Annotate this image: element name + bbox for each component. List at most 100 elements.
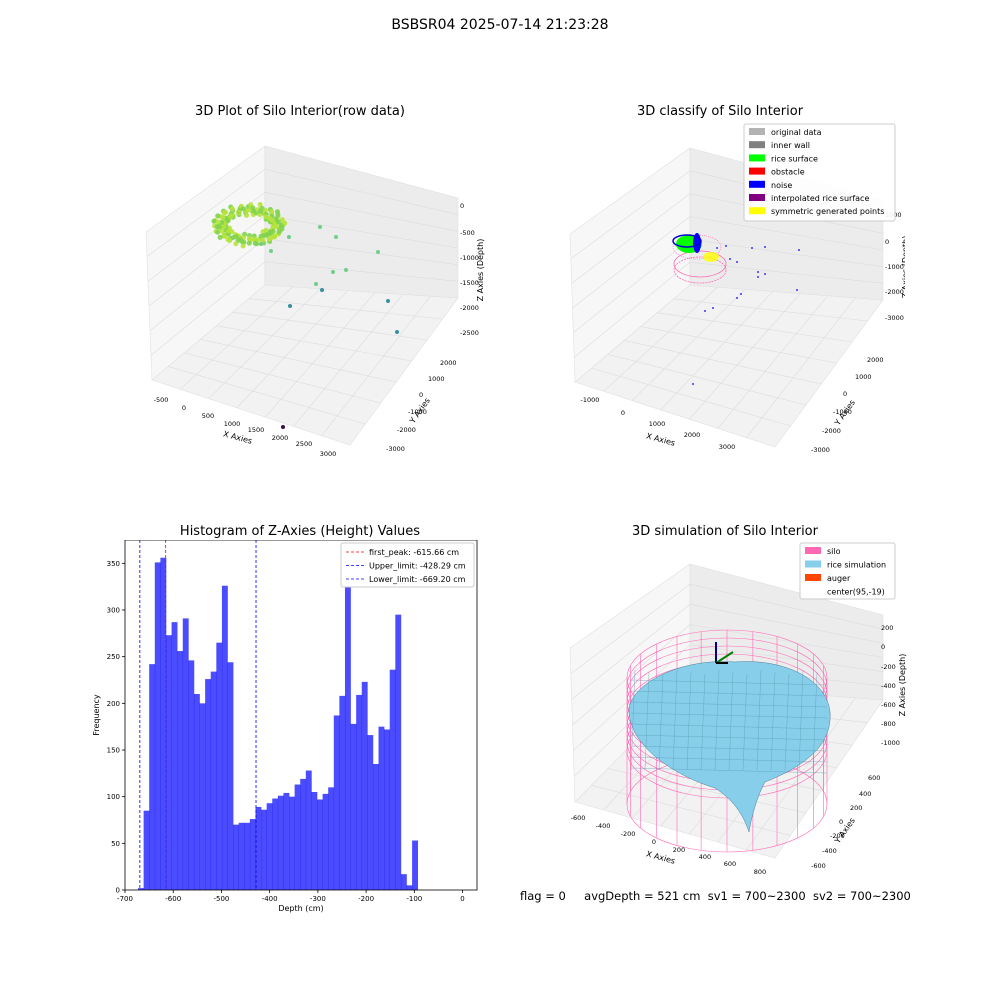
x-tick-label: -100	[406, 895, 422, 903]
y-tick-label: -200	[830, 832, 845, 840]
raw-point	[240, 206, 246, 212]
grid-line	[673, 298, 868, 322]
raw-data-3d-plot[interactable]: -500 0 500 1000 1500 2000 2500 3000 2000 1000 0 -10…	[140, 140, 485, 460]
raw-point	[251, 236, 257, 242]
grid-line	[232, 311, 428, 341]
histogram-y-axis: 0 50 100 150 200 250 300 350	[107, 560, 125, 895]
histogram-bar	[238, 822, 245, 890]
silo-ring-bottom	[673, 256, 727, 284]
raw-point	[275, 212, 281, 218]
z-tick-label: -500	[460, 229, 475, 237]
raw-point	[376, 250, 380, 254]
histogram-bar	[182, 618, 189, 890]
raw-point	[225, 236, 231, 242]
histogram-bar	[149, 664, 156, 890]
histogram-bar	[361, 681, 368, 890]
raw-point	[225, 228, 231, 234]
raw-point	[221, 233, 227, 239]
raw-point	[229, 206, 235, 212]
x-tick-label: -400	[262, 895, 278, 903]
legend-label: Lower_limit: -669.20 cm	[369, 575, 466, 584]
legend-box	[743, 123, 896, 222]
raw-point	[233, 241, 239, 247]
rice-mesh-line	[630, 767, 828, 774]
histogram-bar	[221, 585, 228, 890]
legend-swatch	[749, 180, 765, 188]
raw-point	[282, 220, 288, 226]
y-tick-label: 50	[111, 840, 120, 848]
raw-point	[395, 330, 399, 334]
z-tick-label: -3000	[885, 314, 904, 322]
x-axis-label: X Axies	[645, 431, 676, 447]
raw-point	[240, 243, 246, 249]
z-tick-label: -800	[881, 720, 896, 728]
y-tick-label: 150	[107, 747, 120, 755]
rice-mesh-line	[630, 712, 828, 719]
raw-point	[258, 208, 264, 214]
histogram-chart[interactable]: -700 -600 -500 -400 -300 -200 -100 0 0 50 100 150 2…	[88, 540, 483, 920]
grid-line	[264, 215, 459, 249]
y-tick-label: -400	[822, 847, 837, 855]
x-axis-label: X Axies	[645, 849, 676, 865]
raw-point	[215, 229, 221, 235]
histogram-vlines	[139, 540, 257, 890]
y-tick-label: 250	[107, 653, 120, 661]
histogram-bar	[294, 784, 301, 890]
rice-mesh-line	[658, 673, 664, 771]
x-tick-label: -500	[154, 396, 169, 404]
raw-point	[279, 217, 285, 223]
axis-pane	[264, 145, 459, 299]
raw-point	[318, 225, 322, 229]
rice-mesh-line	[630, 756, 828, 763]
flag-value: flag = 0	[520, 889, 566, 903]
x-tick-label: -1000	[581, 396, 600, 404]
x-tick-label: 0	[652, 838, 656, 846]
histogram-bar	[177, 651, 184, 890]
raw-point	[259, 242, 263, 246]
histogram-bar	[188, 660, 195, 890]
grid-line	[717, 295, 829, 429]
rice-mesh-line	[630, 745, 828, 752]
legend-label: inner wall	[771, 141, 810, 150]
x-tick-label: -700	[117, 895, 133, 903]
sim-3d-plot[interactable]: -600 -400 -200 0 200 400 600 800 600 400 200 0 -200 -…	[565, 540, 915, 875]
x-tick-label: 2000	[684, 431, 701, 439]
noise-point	[729, 258, 731, 260]
grid-line	[607, 353, 806, 406]
classify-3d-plot[interactable]: -1000 0 1000 2000 3000 2000 1000 0 -1000 -2000 -30…	[565, 122, 905, 460]
x-tick-label: 0	[621, 409, 625, 417]
legend-swatch	[805, 560, 821, 568]
histogram-bar	[395, 614, 402, 890]
histogram-bar	[389, 669, 396, 890]
rice-mesh-line	[672, 669, 678, 771]
grid-line	[591, 367, 791, 427]
histogram-bar	[255, 806, 262, 890]
x-tick-label: 2500	[296, 440, 313, 448]
noise-point	[736, 297, 738, 299]
histogram-bar	[305, 770, 312, 890]
y-tick-label: 0	[116, 887, 120, 895]
grid-line	[607, 768, 806, 814]
histogram-bar	[138, 888, 144, 890]
raw-point	[269, 209, 275, 215]
grid-line	[168, 366, 366, 425]
rice-mesh-line	[630, 690, 828, 697]
legend-label: center(95,-19)	[827, 588, 885, 597]
rice-mesh-line	[686, 671, 692, 771]
grid-line	[603, 286, 718, 392]
rice-mesh-line	[756, 669, 762, 771]
y-tick-label: 1000	[855, 373, 872, 381]
grid-line	[264, 192, 459, 232]
x-tick-label: 2000	[272, 434, 289, 442]
histogram-bar	[328, 787, 335, 890]
x-tick-label: 3000	[320, 450, 337, 458]
noise-point	[796, 289, 798, 291]
status-footer: flag = 0 avgDepth = 521 cm sv1 = 700~230…	[520, 889, 911, 903]
legend-swatch	[805, 574, 821, 581]
grid-line	[591, 784, 791, 836]
histogram-x-axis: -700 -600 -500 -400 -300 -200 -100 0	[117, 890, 465, 903]
rice-mesh-line	[630, 723, 828, 730]
grid-line	[572, 624, 691, 726]
z-tick-label: -600	[881, 701, 896, 709]
grid-line	[264, 292, 376, 418]
